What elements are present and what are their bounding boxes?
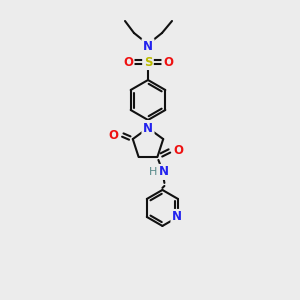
Text: H: H (149, 167, 158, 177)
Text: S: S (144, 56, 152, 68)
Text: O: O (109, 129, 119, 142)
Text: N: N (143, 122, 153, 134)
Text: O: O (123, 56, 133, 68)
Text: N: N (158, 165, 168, 178)
Text: N: N (172, 210, 182, 224)
Text: O: O (173, 144, 183, 158)
Text: N: N (143, 40, 153, 52)
Text: O: O (163, 56, 173, 68)
